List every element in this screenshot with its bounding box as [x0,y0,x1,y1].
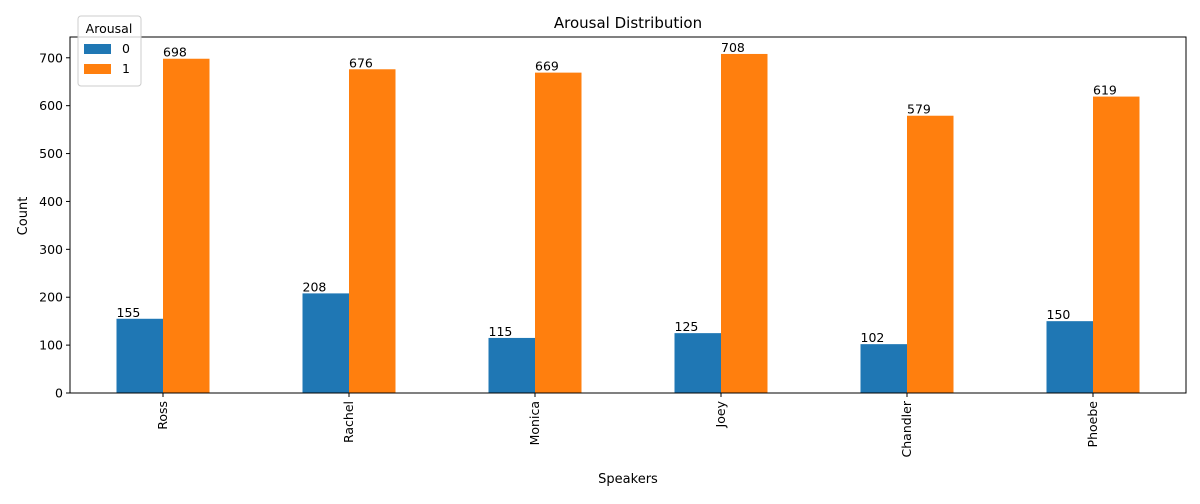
x-tick-label-chandler: Chandler [899,400,914,457]
data-label-phoebe-series-1: 619 [1093,83,1117,98]
data-label-chandler-series-0: 102 [861,330,885,345]
y-tick-label-700: 700 [39,50,63,65]
bar-ross-series-0 [116,318,163,393]
y-tick-label-0: 0 [55,386,63,401]
bar-phoebe-series-1 [1093,96,1140,393]
legend: Arousal 01 [77,15,142,87]
bar-ross-series-1 [163,58,210,394]
bar-joey-series-1 [721,53,768,393]
y-axis-label: Count [16,197,31,236]
bar-joey-series-0 [674,333,721,393]
data-label-chandler-series-1: 579 [907,102,931,117]
legend-swatch-series-1 [84,64,111,74]
legend-items: 01 [84,41,130,76]
plot-frame [69,36,1187,394]
bar-rachel-series-0 [302,293,349,393]
data-label-ross-series-1: 698 [163,45,187,60]
data-labels-layer: 155 698 208 676 115 669 125 708 102 579 150 619 [117,40,1117,345]
x-axis-label: Speakers [598,472,658,487]
bars-layer [116,53,1140,394]
bar-chandler-series-0 [860,344,907,393]
data-label-joey-series-1: 708 [721,40,745,55]
bar-phoebe-series-0 [1046,321,1093,393]
data-label-rachel-series-1: 676 [349,55,373,70]
data-label-joey-series-0: 125 [675,319,699,334]
data-label-rachel-series-0: 208 [303,279,327,294]
x-tick-label-phoebe: Phoebe [1085,401,1100,448]
bar-rachel-series-1 [349,69,396,394]
axes-layer: Ross Rachel Monica Joey Chandler Phoebe010020… [39,36,1187,457]
x-tick-label-joey: Joey [713,400,728,428]
legend-swatch-series-0 [84,44,111,54]
x-tick-label-rachel: Rachel [341,401,356,443]
data-label-phoebe-series-0: 150 [1047,307,1071,322]
bar-monica-series-1 [535,72,582,394]
legend-label-series-1: 1 [122,61,130,76]
y-tick-label-600: 600 [39,98,63,113]
legend-label-series-0: 0 [122,41,130,56]
y-tick-label-500: 500 [39,146,63,161]
bar-monica-series-0 [488,337,535,393]
y-tick-label-200: 200 [39,290,63,305]
data-label-monica-series-1: 669 [535,59,559,74]
chart-title: Arousal Distribution [554,14,702,32]
y-tick-label-400: 400 [39,194,63,209]
y-tick-label-100: 100 [39,338,63,353]
data-label-monica-series-0: 115 [489,324,513,339]
legend-title: Arousal [86,21,133,36]
data-label-ross-series-0: 155 [117,305,141,320]
bar-chandler-series-1 [907,115,954,394]
x-tick-label-monica: Monica [527,401,542,445]
x-tick-label-ross: Ross [155,401,170,430]
y-tick-label-300: 300 [39,242,63,257]
